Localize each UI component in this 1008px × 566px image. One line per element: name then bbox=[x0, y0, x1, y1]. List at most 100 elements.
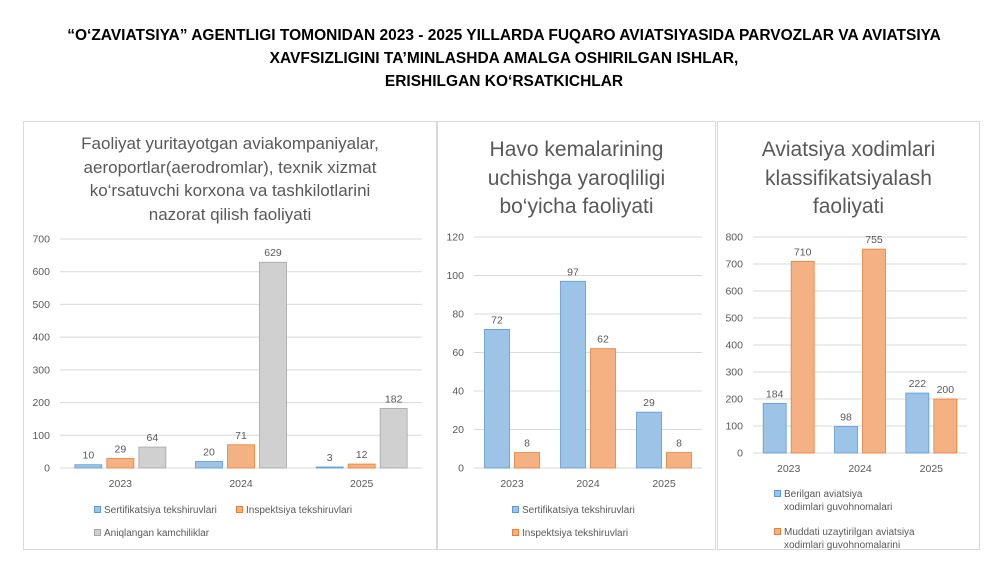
bar-chart-oversight: 0 100 200 300 400 500 600 700 10 29 64 2023 20 71 629 2… bbox=[32, 234, 422, 490]
x-tick-label: 2025 bbox=[920, 463, 944, 475]
data-label: 200 bbox=[937, 384, 955, 396]
bar bbox=[762, 402, 787, 454]
data-label: 71 bbox=[235, 430, 247, 442]
data-label: 3 bbox=[327, 452, 333, 464]
legend-label: xodimlari guvohnomalari bbox=[784, 502, 893, 513]
legend-swatch bbox=[94, 529, 101, 536]
data-label: 64 bbox=[146, 432, 158, 444]
bar bbox=[933, 398, 958, 454]
y-tick-label: 500 bbox=[32, 299, 50, 311]
data-label: 8 bbox=[676, 438, 682, 450]
data-label: 182 bbox=[385, 393, 403, 405]
legend-swatch bbox=[512, 529, 519, 536]
chart-title-line: uchishga yaroqliligi bbox=[487, 166, 666, 190]
chart-title-line: aeroportlar(aerodromlar), texnik xizmat bbox=[83, 157, 377, 177]
bar bbox=[514, 452, 540, 469]
chart-title-line: Faoliyat yuritayotgan aviakompaniyalar, bbox=[81, 134, 379, 153]
bar bbox=[590, 348, 616, 469]
legend-label: Berilgan aviatsiya bbox=[784, 489, 863, 500]
legend-label-block: Berilgan aviatsiya xodimlari guvohnomalar… bbox=[784, 488, 892, 514]
legend-item: Berilgan aviatsiya xodimlari guvohnomalar… bbox=[774, 488, 892, 514]
y-tick-label: 40 bbox=[452, 386, 464, 398]
y-tick-label: 300 bbox=[725, 367, 743, 379]
y-tick-label: 200 bbox=[32, 397, 50, 409]
y-tick-label: 0 bbox=[44, 463, 50, 475]
chart-title-line: nazorat qilish faoliyati bbox=[148, 204, 312, 224]
bar-chart-airworthiness: 0 20 40 60 80 100 120 72 8 2023 97 62 2024 29 8 2025 bbox=[446, 232, 702, 490]
legend-label: xodimlari guvohnomalarini bbox=[784, 540, 901, 551]
data-label: 12 bbox=[356, 449, 368, 461]
legend-swatch bbox=[94, 506, 101, 513]
x-tick-label: 2023 bbox=[500, 478, 524, 490]
bar bbox=[636, 411, 662, 469]
legend-label: Inspektsiya tekshiruvlari bbox=[522, 528, 629, 539]
y-tick-label: 700 bbox=[32, 234, 50, 246]
legend-item: Muddati uzaytirilgan aviatsiya xodimlari … bbox=[774, 526, 915, 552]
x-tick-label: 2024 bbox=[576, 478, 600, 490]
bar bbox=[195, 461, 223, 469]
legend-label: Sertifikatsiya tekshiruvlari bbox=[104, 505, 217, 516]
data-label: 755 bbox=[865, 234, 883, 246]
y-tick-label: 120 bbox=[446, 232, 464, 244]
header-line-3: ERISHILGAN KO‘RSATKICHLAR bbox=[384, 73, 624, 90]
bar bbox=[905, 392, 930, 454]
bar bbox=[790, 260, 815, 454]
data-label: 20 bbox=[203, 446, 215, 458]
chart-title-line: ko‘rsatuvchi korxona va tashkilotlarini bbox=[89, 181, 371, 200]
chart-title: Aviatsiya xodimlari klassifikatsiyalash … bbox=[718, 136, 979, 222]
bar bbox=[259, 261, 287, 469]
chart-panel-personnel: Aviatsiya xodimlari klassifikatsiyalash … bbox=[717, 121, 980, 552]
chart-title-line: bo‘yicha faoliyati bbox=[499, 195, 654, 218]
bar bbox=[834, 426, 858, 454]
y-tick-label: 700 bbox=[725, 259, 743, 271]
legend-swatch bbox=[774, 490, 781, 497]
bar bbox=[379, 408, 408, 469]
legend-item: Inspektsiya tekshiruvlari bbox=[512, 527, 628, 540]
legend-swatch bbox=[512, 506, 519, 513]
y-tick-label: 600 bbox=[725, 286, 743, 298]
y-tick-label: 200 bbox=[725, 394, 743, 406]
x-tick-label: 2025 bbox=[350, 478, 374, 490]
chart-title-line: Havo kemalarining bbox=[489, 138, 664, 161]
y-tick-label: 600 bbox=[32, 266, 50, 278]
data-label: 222 bbox=[909, 378, 927, 390]
bar bbox=[347, 463, 376, 469]
data-label: 8 bbox=[524, 438, 530, 450]
bar bbox=[315, 466, 344, 469]
chart-panel-airworthiness: Havo kemalarining uchishga yaroqliligi b… bbox=[437, 121, 716, 550]
legend-label: Aniqlangan kamchiliklar bbox=[104, 528, 210, 539]
legend-item: Sertifikatsiya tekshiruvlari bbox=[94, 504, 217, 517]
x-tick-label: 2024 bbox=[229, 478, 253, 490]
y-tick-label: 500 bbox=[725, 313, 743, 325]
chart-panel-oversight: Faoliyat yuritayotgan aviakompaniyalar, … bbox=[23, 121, 437, 550]
bar bbox=[666, 452, 692, 469]
legend-item: Sertifikatsiya tekshiruvlari bbox=[512, 504, 635, 517]
data-label: 97 bbox=[567, 266, 579, 278]
page-header: “O‘ZAVIATSIYA” AGENTLIGI TOMONIDAN 2023 … bbox=[0, 24, 1008, 93]
legend-label: Muddati uzaytirilgan aviatsiya bbox=[784, 527, 915, 538]
bar-chart-personnel: 0 100 200 300 400 500 600 700 800 184 710 2023 98 755… bbox=[725, 232, 967, 475]
data-label: 710 bbox=[794, 246, 812, 258]
header-line-2: XAVFSIZLIGINI TA’MINLASHDA AMALGA OSHIRI… bbox=[269, 50, 739, 67]
y-tick-label: 60 bbox=[452, 347, 464, 359]
y-tick-label: 400 bbox=[725, 340, 743, 352]
data-label: 184 bbox=[766, 388, 784, 400]
chart-title-line: Aviatsiya xodimlari bbox=[761, 138, 936, 161]
y-tick-label: 100 bbox=[32, 430, 50, 442]
x-tick-label: 2023 bbox=[777, 463, 801, 475]
data-label: 62 bbox=[597, 334, 609, 346]
y-tick-label: 800 bbox=[725, 232, 743, 244]
x-tick-label: 2023 bbox=[109, 478, 133, 490]
y-tick-label: 80 bbox=[452, 309, 464, 321]
bar bbox=[227, 444, 255, 469]
y-tick-label: 0 bbox=[458, 463, 464, 475]
data-label: 10 bbox=[82, 450, 94, 462]
data-label: 29 bbox=[114, 444, 126, 456]
y-tick-label: 400 bbox=[32, 332, 50, 344]
bar bbox=[138, 446, 167, 469]
data-label: 629 bbox=[264, 247, 282, 259]
bar bbox=[74, 464, 103, 469]
chart-title: Faoliyat yuritayotgan aviakompaniyalar, … bbox=[24, 132, 436, 226]
y-tick-label: 20 bbox=[452, 424, 464, 436]
bar bbox=[484, 328, 510, 469]
